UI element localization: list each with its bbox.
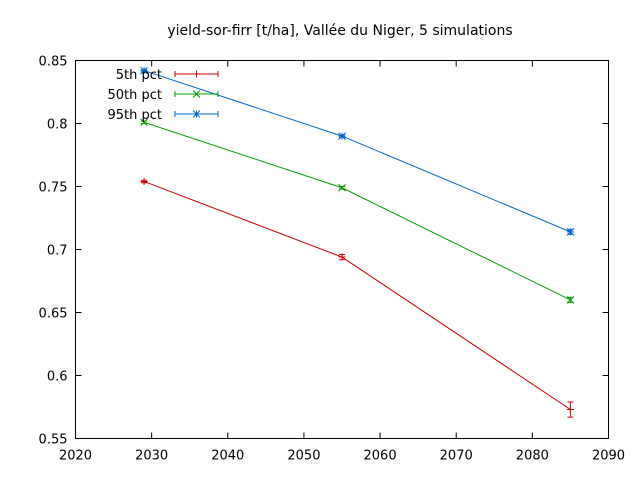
y-tick-label: 0.65	[39, 307, 68, 322]
legend-label: 5th pct	[116, 68, 162, 83]
data-point	[338, 253, 346, 261]
data-point	[566, 406, 574, 414]
y-tick-label: 0.75	[39, 181, 68, 196]
legend-marker	[193, 70, 200, 78]
plot-frame	[75, 60, 609, 439]
legend-label: 95th pct	[107, 108, 162, 123]
x-tick-label: 2030	[135, 449, 168, 464]
data-point	[140, 177, 148, 185]
legend: 5th pct 50th pct 95th pct	[107, 68, 219, 123]
x-tick-label: 2090	[592, 449, 625, 464]
data-point	[566, 296, 575, 304]
legend-marker	[192, 110, 201, 118]
series-2	[140, 66, 575, 236]
x-tick-label: 2050	[287, 449, 320, 464]
series-0	[140, 177, 574, 418]
series-line	[143, 70, 571, 233]
x-tick-label: 2020	[59, 449, 92, 464]
data-point	[140, 66, 148, 75]
plot-area: 2020 2030 2040 2050 2060 2070 2080 2090 0.55 0.6 0…	[39, 55, 626, 464]
legend-marker	[192, 90, 201, 98]
x-tick-label: 2060	[364, 449, 397, 464]
series-line	[143, 180, 571, 410]
x-tick-label: 2070	[440, 449, 473, 464]
y-tick-label: 0.7	[47, 244, 68, 259]
data-point	[338, 132, 346, 140]
data-point	[566, 228, 575, 236]
legend-label: 50th pct	[107, 88, 162, 103]
y-tick-label: 0.55	[39, 433, 68, 448]
y-tick-label: 0.6	[47, 370, 68, 385]
data-point	[140, 118, 148, 127]
data-point	[338, 183, 346, 192]
x-tick-label: 2080	[516, 449, 549, 464]
series-line	[143, 121, 571, 301]
y-tick-label: 0.85	[39, 55, 68, 70]
y-tick-label: 0.8	[47, 118, 68, 133]
chart-title: yield-sor-firr [t/ha], Vallée du Niger, …	[167, 23, 512, 39]
x-tick-label: 2040	[211, 449, 244, 464]
series-1	[140, 118, 575, 304]
